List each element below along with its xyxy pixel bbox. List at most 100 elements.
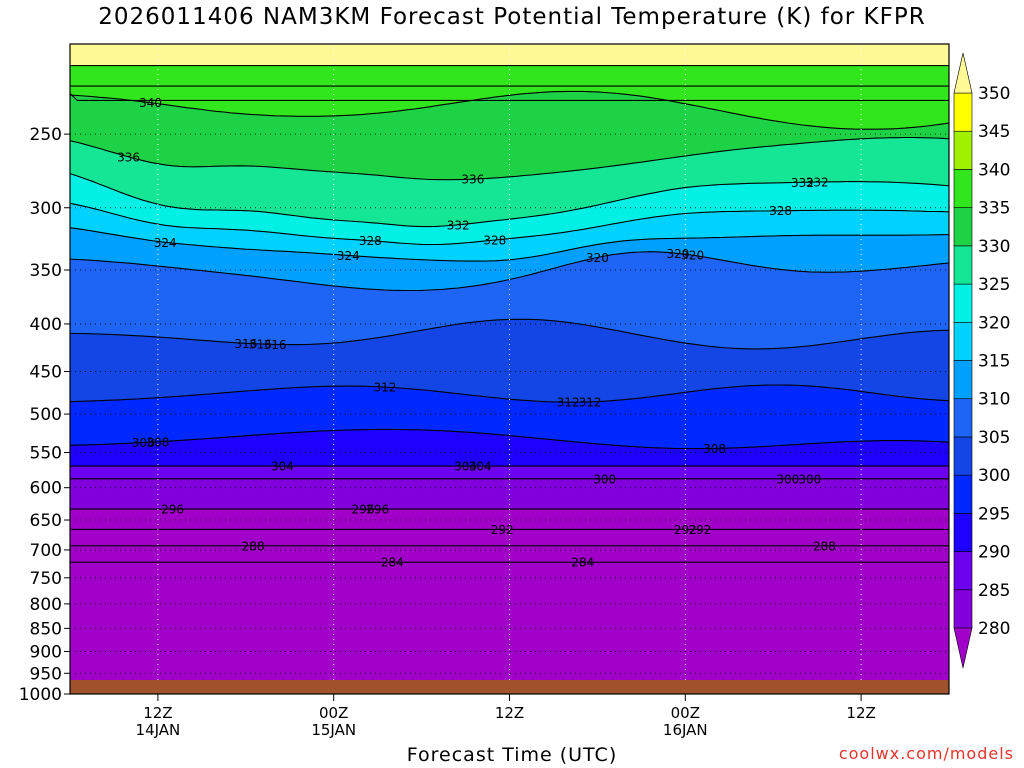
contour-label: 288 bbox=[813, 539, 836, 553]
y-tick-label: 900 bbox=[30, 642, 62, 662]
contour-label: 304 bbox=[271, 460, 294, 474]
potential-temperature-chart: 336 332 328 324 320 316 312 308 304 300 296 292 288 2… bbox=[19, 43, 1010, 740]
colorbar-swatch-280 bbox=[953, 589, 973, 629]
x-tick-date: 14JAN bbox=[136, 721, 181, 739]
chart-title: 2026011406 NAM3KM Forecast Potential Tem… bbox=[98, 4, 926, 30]
colorbar-swatch-295 bbox=[953, 474, 973, 514]
isentrope-340 bbox=[70, 90, 949, 130]
colorbar-bottom-arrow bbox=[953, 627, 973, 669]
colorbar-swatch-320 bbox=[953, 283, 973, 323]
isentrope-308 bbox=[70, 428, 949, 450]
y-tick-label: 700 bbox=[30, 541, 62, 561]
contour-label: 336 bbox=[117, 150, 140, 164]
contour-label: 328 bbox=[769, 204, 792, 218]
colorbar-swatch-290 bbox=[953, 513, 973, 552]
isentrope-352 bbox=[70, 93, 949, 101]
x-axis-title: Forecast Time (UTC) bbox=[406, 744, 618, 766]
contour-label: 300 bbox=[593, 472, 616, 486]
y-tick-label: 250 bbox=[30, 125, 62, 145]
contour-label: 296 bbox=[352, 503, 375, 517]
colorbar-swatch-285 bbox=[953, 551, 973, 591]
colorbar-label: 310 bbox=[978, 390, 1010, 410]
y-tick-label: 800 bbox=[30, 595, 62, 615]
contour-label: 304 bbox=[454, 460, 477, 474]
isentrope-328 bbox=[70, 202, 949, 246]
contour-label: 320 bbox=[681, 249, 704, 263]
contour-label: 300 bbox=[776, 472, 799, 486]
contour-label: 332 bbox=[806, 176, 829, 190]
colorbar-label: 290 bbox=[978, 543, 1010, 563]
contour-label: 312 bbox=[374, 381, 397, 395]
colorbar-label: 305 bbox=[978, 428, 1010, 448]
colorbar-label: 320 bbox=[978, 313, 1010, 333]
contour-label: 288 bbox=[242, 539, 265, 553]
contour-label: 320 bbox=[586, 251, 609, 265]
contour-label: 336 bbox=[461, 173, 484, 187]
contour-label: 324 bbox=[337, 249, 360, 263]
x-tick-date: 15JAN bbox=[311, 721, 356, 739]
colorbar-swatch-335 bbox=[953, 169, 973, 208]
contour-label: 300 bbox=[798, 472, 821, 486]
y-tick-label: 850 bbox=[30, 619, 62, 639]
colorbar-label: 300 bbox=[978, 466, 1010, 486]
colorbar-swatch-345 bbox=[953, 92, 973, 132]
colorbar-label: 345 bbox=[978, 122, 1010, 142]
y-tick-label: 1000 bbox=[19, 685, 62, 705]
contour-label: 308 bbox=[703, 442, 726, 456]
contour-label: 296 bbox=[161, 503, 184, 517]
colorbar-label: 340 bbox=[978, 160, 1010, 180]
x-tick-label: 12Z bbox=[143, 704, 172, 722]
contour-label: 316 bbox=[249, 337, 272, 351]
ground-strip bbox=[70, 680, 949, 694]
contour-label: 320 bbox=[667, 247, 690, 261]
y-tick-label: 500 bbox=[30, 405, 62, 425]
contour-label: 292 bbox=[674, 523, 697, 537]
band-below-284 bbox=[70, 562, 949, 694]
x-tick-label: 12Z bbox=[495, 704, 524, 722]
contour-label: 308 bbox=[146, 435, 169, 449]
y-tick-label: 750 bbox=[30, 569, 62, 589]
contour-label: 312 bbox=[557, 396, 580, 410]
y-tick-label: 400 bbox=[30, 315, 62, 335]
colorbar-swatch-325 bbox=[953, 245, 973, 285]
colorbar-label: 325 bbox=[978, 275, 1010, 295]
isentrope-336 bbox=[70, 136, 949, 181]
colorbar-label: 280 bbox=[978, 619, 1010, 639]
contour-label: 312 bbox=[579, 395, 602, 409]
colorbar-label: 315 bbox=[978, 352, 1010, 372]
colorbar-swatch-330 bbox=[953, 207, 973, 247]
contour-label: 284 bbox=[381, 556, 404, 570]
colorbar-swatch-310 bbox=[953, 360, 973, 400]
contour-label: 284 bbox=[571, 556, 594, 570]
contour-label: 316 bbox=[264, 338, 287, 352]
x-tick-date: 16JAN bbox=[663, 721, 708, 739]
contour-label: 308 bbox=[132, 436, 155, 450]
colorbar-swatch-315 bbox=[953, 321, 973, 361]
colorbar-swatch-300 bbox=[953, 436, 973, 476]
colorbar-label: 295 bbox=[978, 504, 1010, 524]
colorbar-label: 350 bbox=[978, 84, 1010, 104]
y-tick-label: 950 bbox=[30, 664, 62, 684]
y-tick-label: 450 bbox=[30, 363, 62, 383]
contour-label: 324 bbox=[154, 236, 177, 250]
y-tick-label: 350 bbox=[30, 261, 62, 281]
colorbar-label: 335 bbox=[978, 199, 1010, 219]
colorbar-top-arrow bbox=[953, 52, 973, 94]
x-tick-label: 00Z bbox=[319, 704, 348, 722]
contour-label: 292 bbox=[491, 523, 514, 537]
contour-label: 316 bbox=[234, 337, 257, 351]
credit-link[interactable]: coolwx.com/models bbox=[838, 744, 1014, 763]
colorbar-label: 330 bbox=[978, 237, 1010, 257]
y-tick-label: 600 bbox=[30, 479, 62, 499]
colorbar-swatch-305 bbox=[953, 398, 973, 438]
y-tick-label: 550 bbox=[30, 444, 62, 464]
plot-frame bbox=[69, 43, 950, 695]
x-tick-year: 2026 bbox=[139, 738, 177, 740]
colorbar-swatch-340 bbox=[953, 130, 973, 170]
contour-label: 328 bbox=[483, 233, 506, 247]
contour-label: 332 bbox=[791, 176, 814, 190]
y-tick-label: 650 bbox=[30, 511, 62, 531]
y-tick-label: 300 bbox=[30, 199, 62, 219]
colorbar-label: 285 bbox=[978, 581, 1010, 601]
contour-label: 292 bbox=[688, 523, 711, 537]
